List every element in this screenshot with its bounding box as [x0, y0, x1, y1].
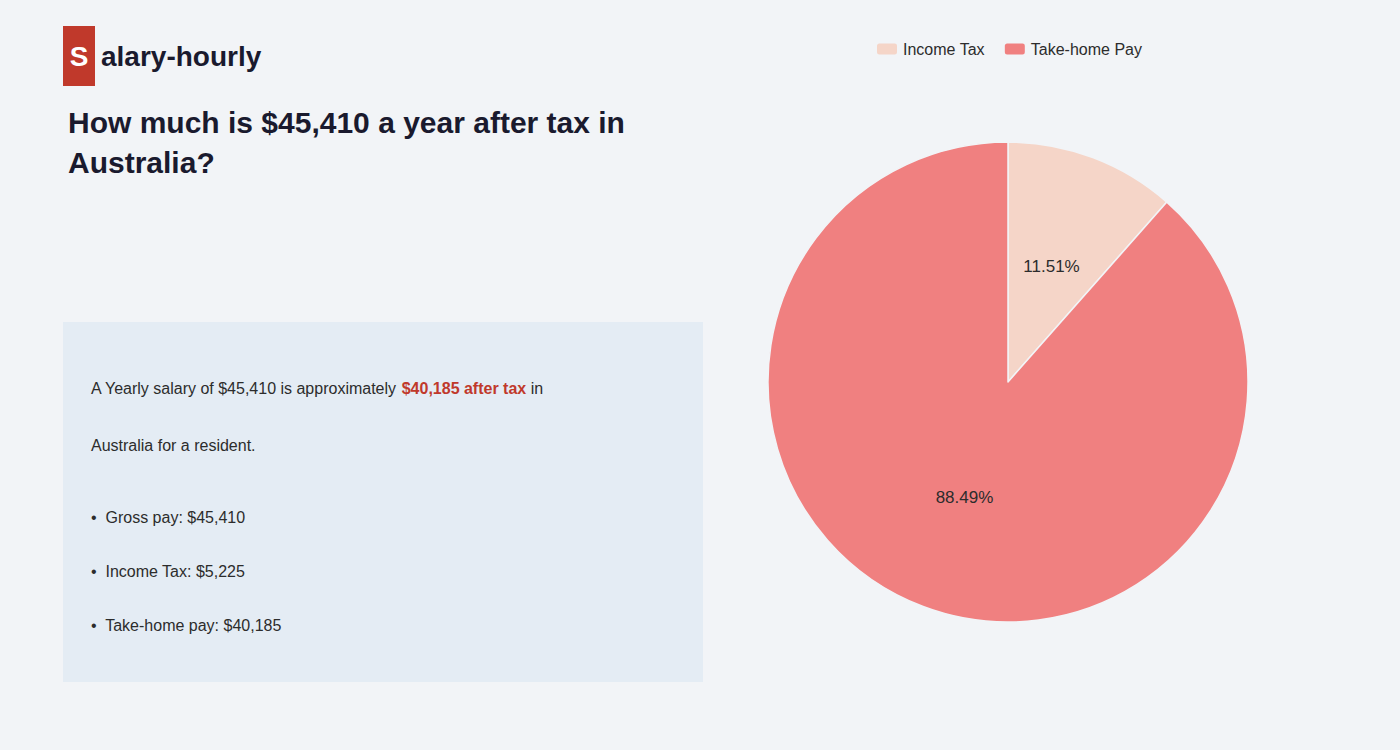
svg-text:11.51%: 11.51%: [1023, 257, 1079, 276]
svg-text:in: in: [526, 380, 543, 397]
svg-text:88.49%: 88.49%: [936, 488, 994, 507]
svg-text:• Gross pay: $45,410: • Gross pay: $45,410: [91, 509, 245, 526]
svg-text:$40,185 after tax: $40,185 after tax: [402, 380, 527, 397]
svg-text:• Income Tax: $5,225: • Income Tax: $5,225: [91, 563, 245, 580]
svg-text:A Yearly salary of $45,410 is: A Yearly salary of $45,410 is approximat…: [91, 380, 401, 397]
svg-text:Australia for a resident.: Australia for a resident.: [91, 437, 256, 454]
svg-text:Australia?: Australia?: [68, 146, 215, 179]
svg-text:Income Tax: Income Tax: [903, 41, 985, 58]
svg-text:S: S: [70, 41, 89, 72]
svg-text:alary-hourly: alary-hourly: [101, 41, 262, 72]
svg-text:Take-home Pay: Take-home Pay: [1031, 41, 1142, 58]
svg-text:• Take-home pay: $40,185: • Take-home pay: $40,185: [91, 617, 281, 634]
svg-text:How much is $45,410 a year aft: How much is $45,410 a year after tax in: [68, 106, 625, 139]
